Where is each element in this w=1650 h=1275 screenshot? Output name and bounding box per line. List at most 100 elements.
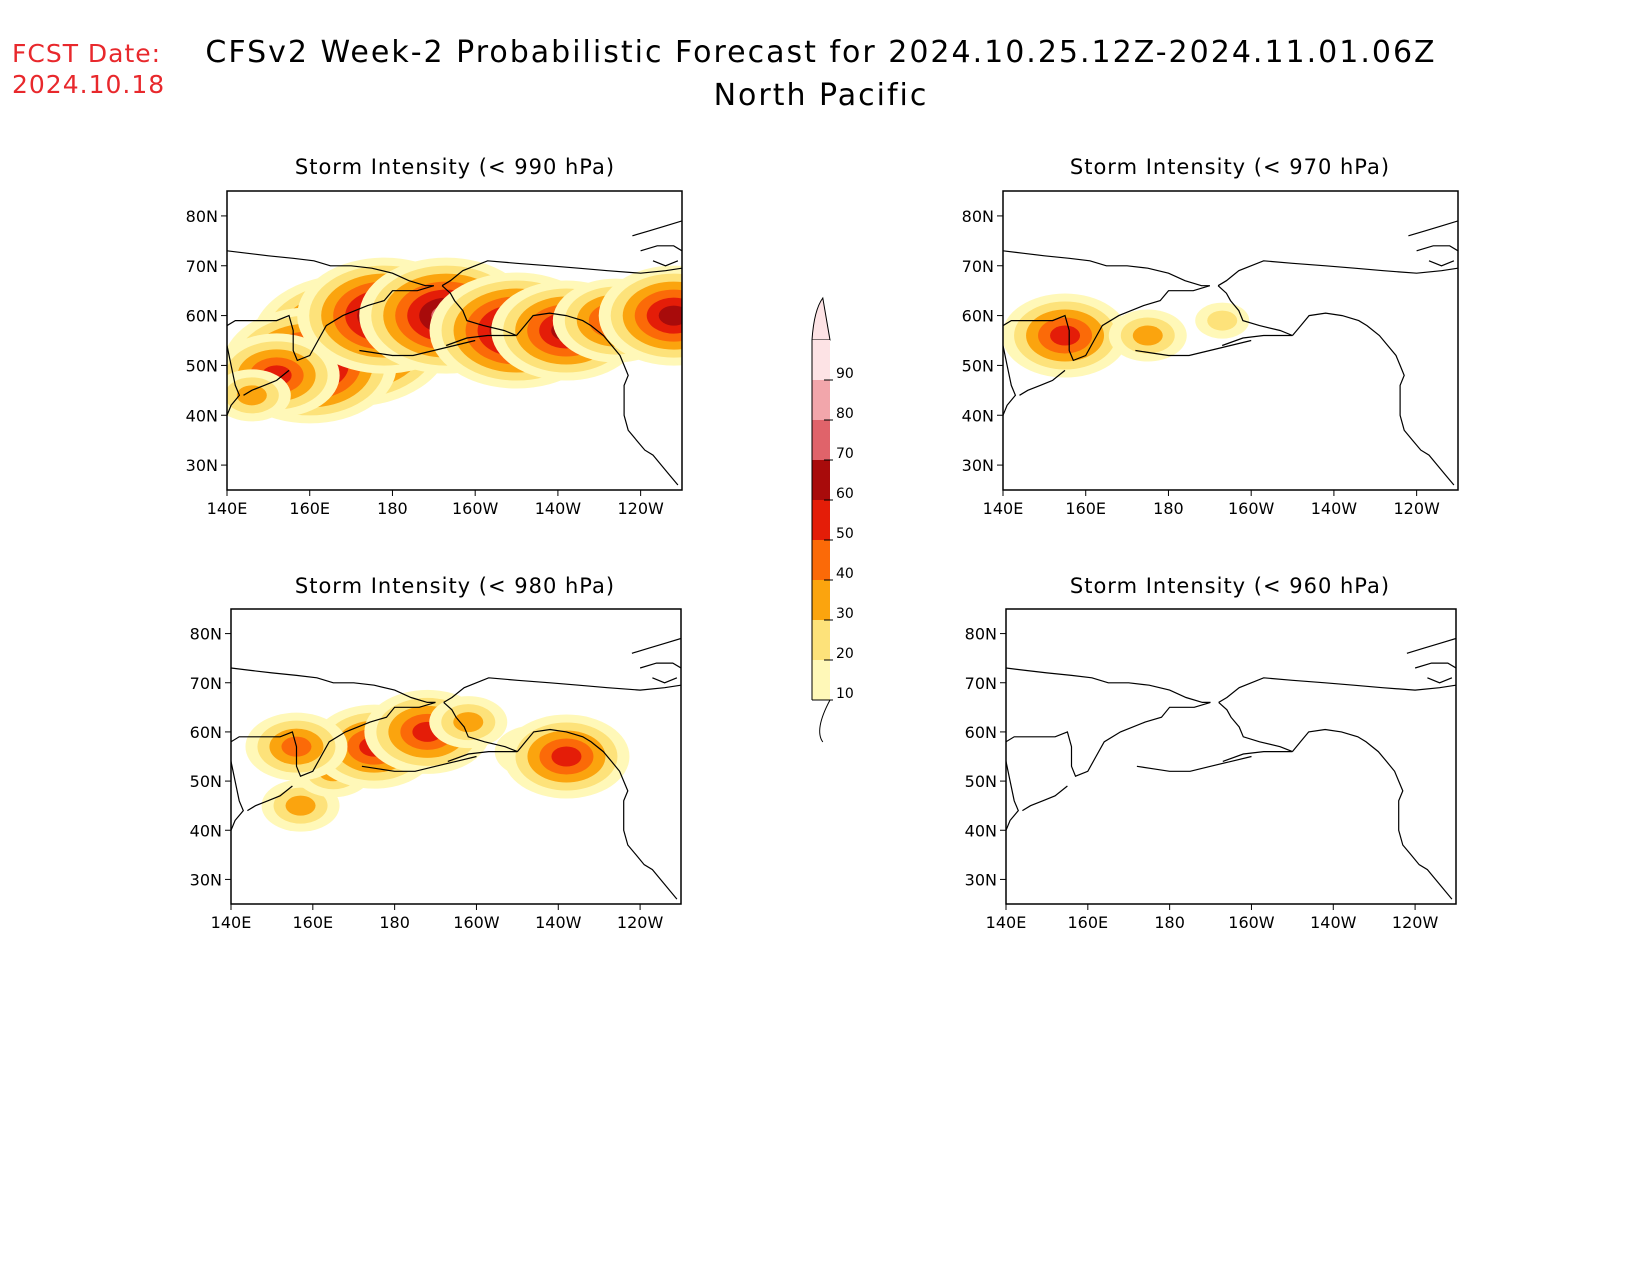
y-tick-label: 50N (190, 772, 222, 791)
probability-contour (1207, 310, 1238, 331)
main-subtitle: North Pacific (714, 78, 929, 113)
x-tick-label: 120W (617, 913, 664, 932)
colorbar: 10 20 30 40 50 60 70 80 90 (811, 296, 854, 743)
coastline (1416, 245, 1458, 252)
probability-field (1006, 637, 1456, 900)
y-tick-label: 40N (965, 821, 997, 840)
x-tick-label: 140E (983, 499, 1024, 518)
coastline (243, 369, 290, 396)
x-tick-label: 160W (453, 913, 500, 932)
y-tick-label: 80N (965, 625, 997, 644)
y-tick-label: 80N (962, 207, 994, 226)
coastline (231, 667, 436, 703)
y-tick-label: 70N (965, 674, 997, 693)
probability-contour (285, 795, 316, 816)
probability-field (1003, 220, 1458, 486)
map-frame (230, 608, 682, 905)
coastline (441, 285, 517, 347)
y-tick-label: 60N (965, 723, 997, 742)
map-panel-2: Storm Intensity (< 970 hPa) 140E 160E 180 16… (962, 155, 1459, 518)
colorbar-label: 50 (836, 526, 854, 542)
colorbar-segment (812, 620, 830, 660)
map-panel-3: Storm Intensity (< 980 hPa) 140E 160E 180 16… (190, 574, 682, 932)
coastline (1136, 755, 1252, 772)
y-tick-label: 60N (190, 723, 222, 742)
y-tick-label: 50N (962, 356, 994, 375)
coastline (640, 245, 682, 252)
coastline (1006, 701, 1211, 777)
coastline (1022, 785, 1068, 812)
map-panels: Storm Intensity (< 990 hPa) 140E 160E 180 16… (186, 155, 1459, 932)
coastline (516, 312, 679, 486)
colorbar-label: 90 (836, 366, 854, 382)
coastline (1006, 667, 1211, 703)
probability-contour (453, 712, 484, 733)
y-tick-label: 80N (190, 625, 222, 644)
colorbar-label: 60 (836, 486, 854, 502)
panel-title: Storm Intensity (< 960 hPa) (1070, 574, 1390, 598)
y-tick-label: 80N (186, 207, 218, 226)
x-tick-label: 160E (1067, 913, 1108, 932)
coastline (441, 260, 682, 287)
probability-contour (551, 746, 582, 767)
fcst-date-value: 2024.10.18 (12, 70, 165, 99)
x-tick-label: 140W (1311, 499, 1358, 518)
probability-field (227, 220, 682, 486)
map-panel-1: Storm Intensity (< 990 hPa) 140E 160E 180 16… (186, 155, 683, 518)
fcst-date-label: FCST Date: (12, 39, 161, 68)
coastline (231, 761, 244, 831)
y-tick-label: 60N (186, 307, 218, 326)
probability-contour (1132, 325, 1163, 346)
x-tick-label: 180 (1153, 499, 1184, 518)
y-tick-label: 30N (186, 456, 218, 475)
coastline (1414, 662, 1456, 669)
colorbar-label: 20 (836, 646, 854, 662)
coastline (1292, 312, 1455, 486)
coastline (227, 250, 434, 287)
probability-field (231, 637, 681, 900)
x-tick-label: 120W (617, 499, 664, 518)
map-panel-4: Storm Intensity (< 960 hPa) 140E 160E 180 16… (965, 574, 1457, 932)
colorbar-label: 10 (836, 686, 854, 702)
y-tick-label: 70N (186, 257, 218, 276)
x-tick-label: 140E (986, 913, 1027, 932)
colorbar-label: 40 (836, 566, 854, 582)
coastline (639, 662, 681, 669)
y-tick-label: 60N (962, 307, 994, 326)
colorbar-segment (812, 500, 830, 540)
probability-contour (658, 305, 682, 326)
coastline (1003, 250, 1210, 287)
map-frame (1002, 190, 1459, 491)
coastline (632, 220, 682, 237)
coastline (1218, 677, 1456, 703)
coastline (1019, 369, 1066, 396)
x-tick-label: 180 (379, 913, 410, 932)
y-tick-label: 40N (186, 406, 218, 425)
coastline (1406, 637, 1456, 654)
coastline (1006, 761, 1019, 831)
colorbar-label: 70 (836, 446, 854, 462)
coastline (631, 637, 681, 654)
coastline (231, 701, 436, 777)
x-tick-label: 120W (1393, 499, 1440, 518)
x-tick-label: 160W (452, 499, 499, 518)
colorbar-segment (812, 580, 830, 620)
coastline (1428, 260, 1455, 267)
panel-title: Storm Intensity (< 970 hPa) (1070, 155, 1390, 179)
x-tick-label: 140W (535, 499, 582, 518)
x-tick-label: 180 (1154, 913, 1185, 932)
colorbar-top-cap (811, 296, 831, 341)
colorbar-segment (812, 340, 830, 380)
colorbar-segment (812, 540, 830, 580)
probability-contour (236, 385, 267, 406)
x-tick-label: 160E (1065, 499, 1106, 518)
probability-contour (1050, 325, 1081, 346)
x-tick-label: 140E (211, 913, 252, 932)
coastline (227, 345, 241, 416)
y-tick-label: 30N (962, 456, 994, 475)
colorbar-segment (812, 660, 830, 700)
map-frame (1005, 608, 1457, 905)
coastline (227, 285, 434, 362)
y-tick-label: 70N (190, 674, 222, 693)
